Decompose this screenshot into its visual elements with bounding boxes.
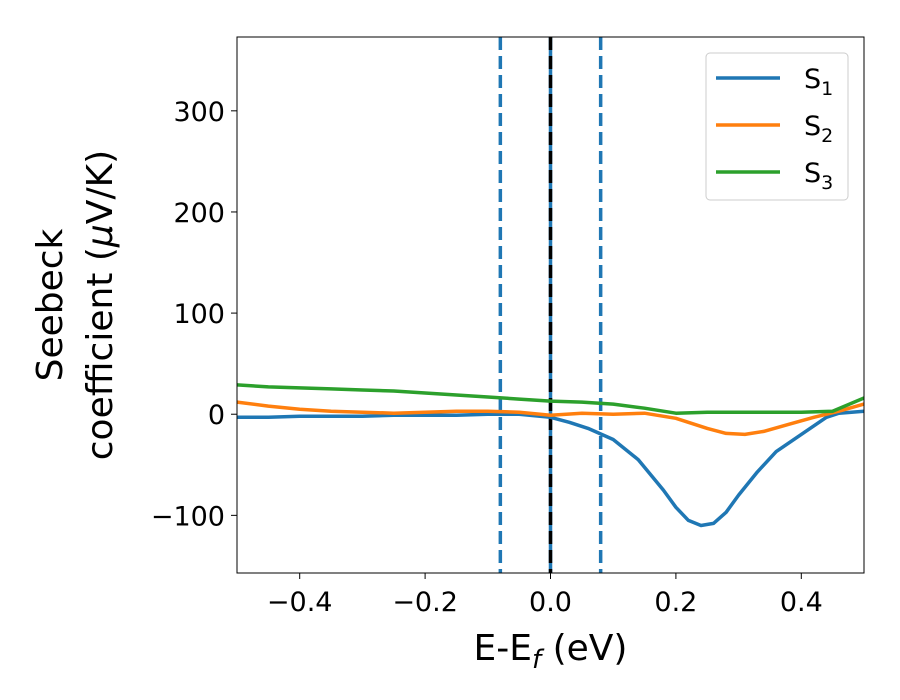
x-axis-label: E-Ef (eV) bbox=[474, 628, 628, 675]
y-tick-label: −100 bbox=[151, 501, 225, 532]
y-tick-label: 200 bbox=[173, 198, 225, 229]
y-axis-label: Seebeck coefficient (μV/K) bbox=[30, 150, 121, 460]
series-layer bbox=[237, 383, 864, 528]
legend-label-3: S3 bbox=[804, 158, 833, 194]
y-tick-label: 0 bbox=[208, 400, 225, 431]
y-axis-label-line2: coefficient (μV/K) bbox=[80, 150, 121, 460]
vertical-lines bbox=[498, 37, 603, 573]
x-tick-label: 0.4 bbox=[780, 587, 823, 618]
y-axis: −100 0 100 200 300 bbox=[151, 97, 237, 532]
x-tick-label: −0.2 bbox=[392, 587, 458, 618]
y-tick-label: 300 bbox=[173, 97, 225, 128]
legend-label-2: S2 bbox=[804, 111, 833, 147]
y-axis-label-line1: Seebeck bbox=[30, 228, 71, 381]
series-line-3 bbox=[237, 383, 864, 415]
x-axis: −0.4 −0.2 0.0 0.2 0.4 bbox=[267, 573, 823, 618]
series-line-1 bbox=[237, 409, 864, 528]
series-line-2 bbox=[237, 400, 864, 437]
legend: S1 S2 S3 bbox=[705, 52, 849, 201]
x-tick-label: 0.0 bbox=[529, 587, 572, 618]
x-tick-label: −0.4 bbox=[267, 587, 333, 618]
y-tick-label: 100 bbox=[173, 299, 225, 330]
legend-label-1: S1 bbox=[804, 64, 833, 100]
x-tick-label: 0.2 bbox=[654, 587, 697, 618]
